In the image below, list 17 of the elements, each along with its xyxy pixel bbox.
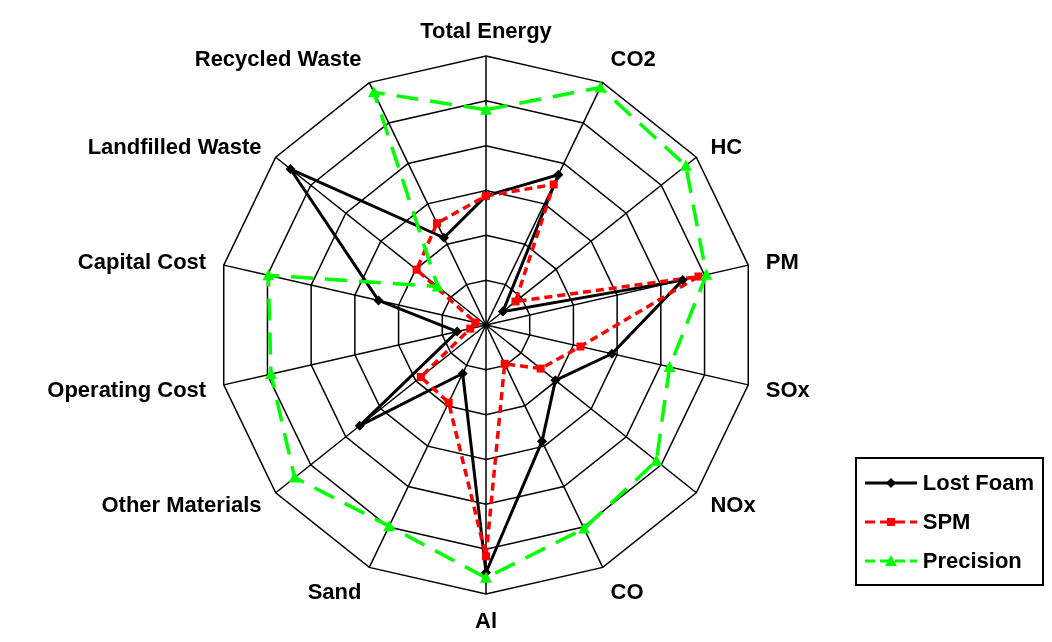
spoke-label: SOx xyxy=(765,376,811,402)
spoke-label: CO2 xyxy=(610,46,656,72)
legend-label: SPM xyxy=(922,508,972,535)
spoke-label: Other Materials xyxy=(101,491,262,517)
spoke-label: Al xyxy=(475,607,497,633)
legend-label: Precision xyxy=(922,547,1023,574)
spoke-label: Total Energy xyxy=(420,18,553,43)
spoke-label: Sand xyxy=(307,579,362,605)
spoke-label: Recycled Waste xyxy=(194,46,362,72)
spoke-label: CO xyxy=(610,579,644,605)
spoke-label: NOx xyxy=(710,491,757,517)
spoke-label: PM xyxy=(765,248,799,274)
spoke-label: HC xyxy=(710,133,743,159)
legend-label: Lost Foam xyxy=(922,469,1035,496)
spoke-label: Landfilled Waste xyxy=(87,133,262,159)
spoke-label: Operating Cost xyxy=(47,376,207,402)
spoke-label: Capital Cost xyxy=(77,248,207,274)
